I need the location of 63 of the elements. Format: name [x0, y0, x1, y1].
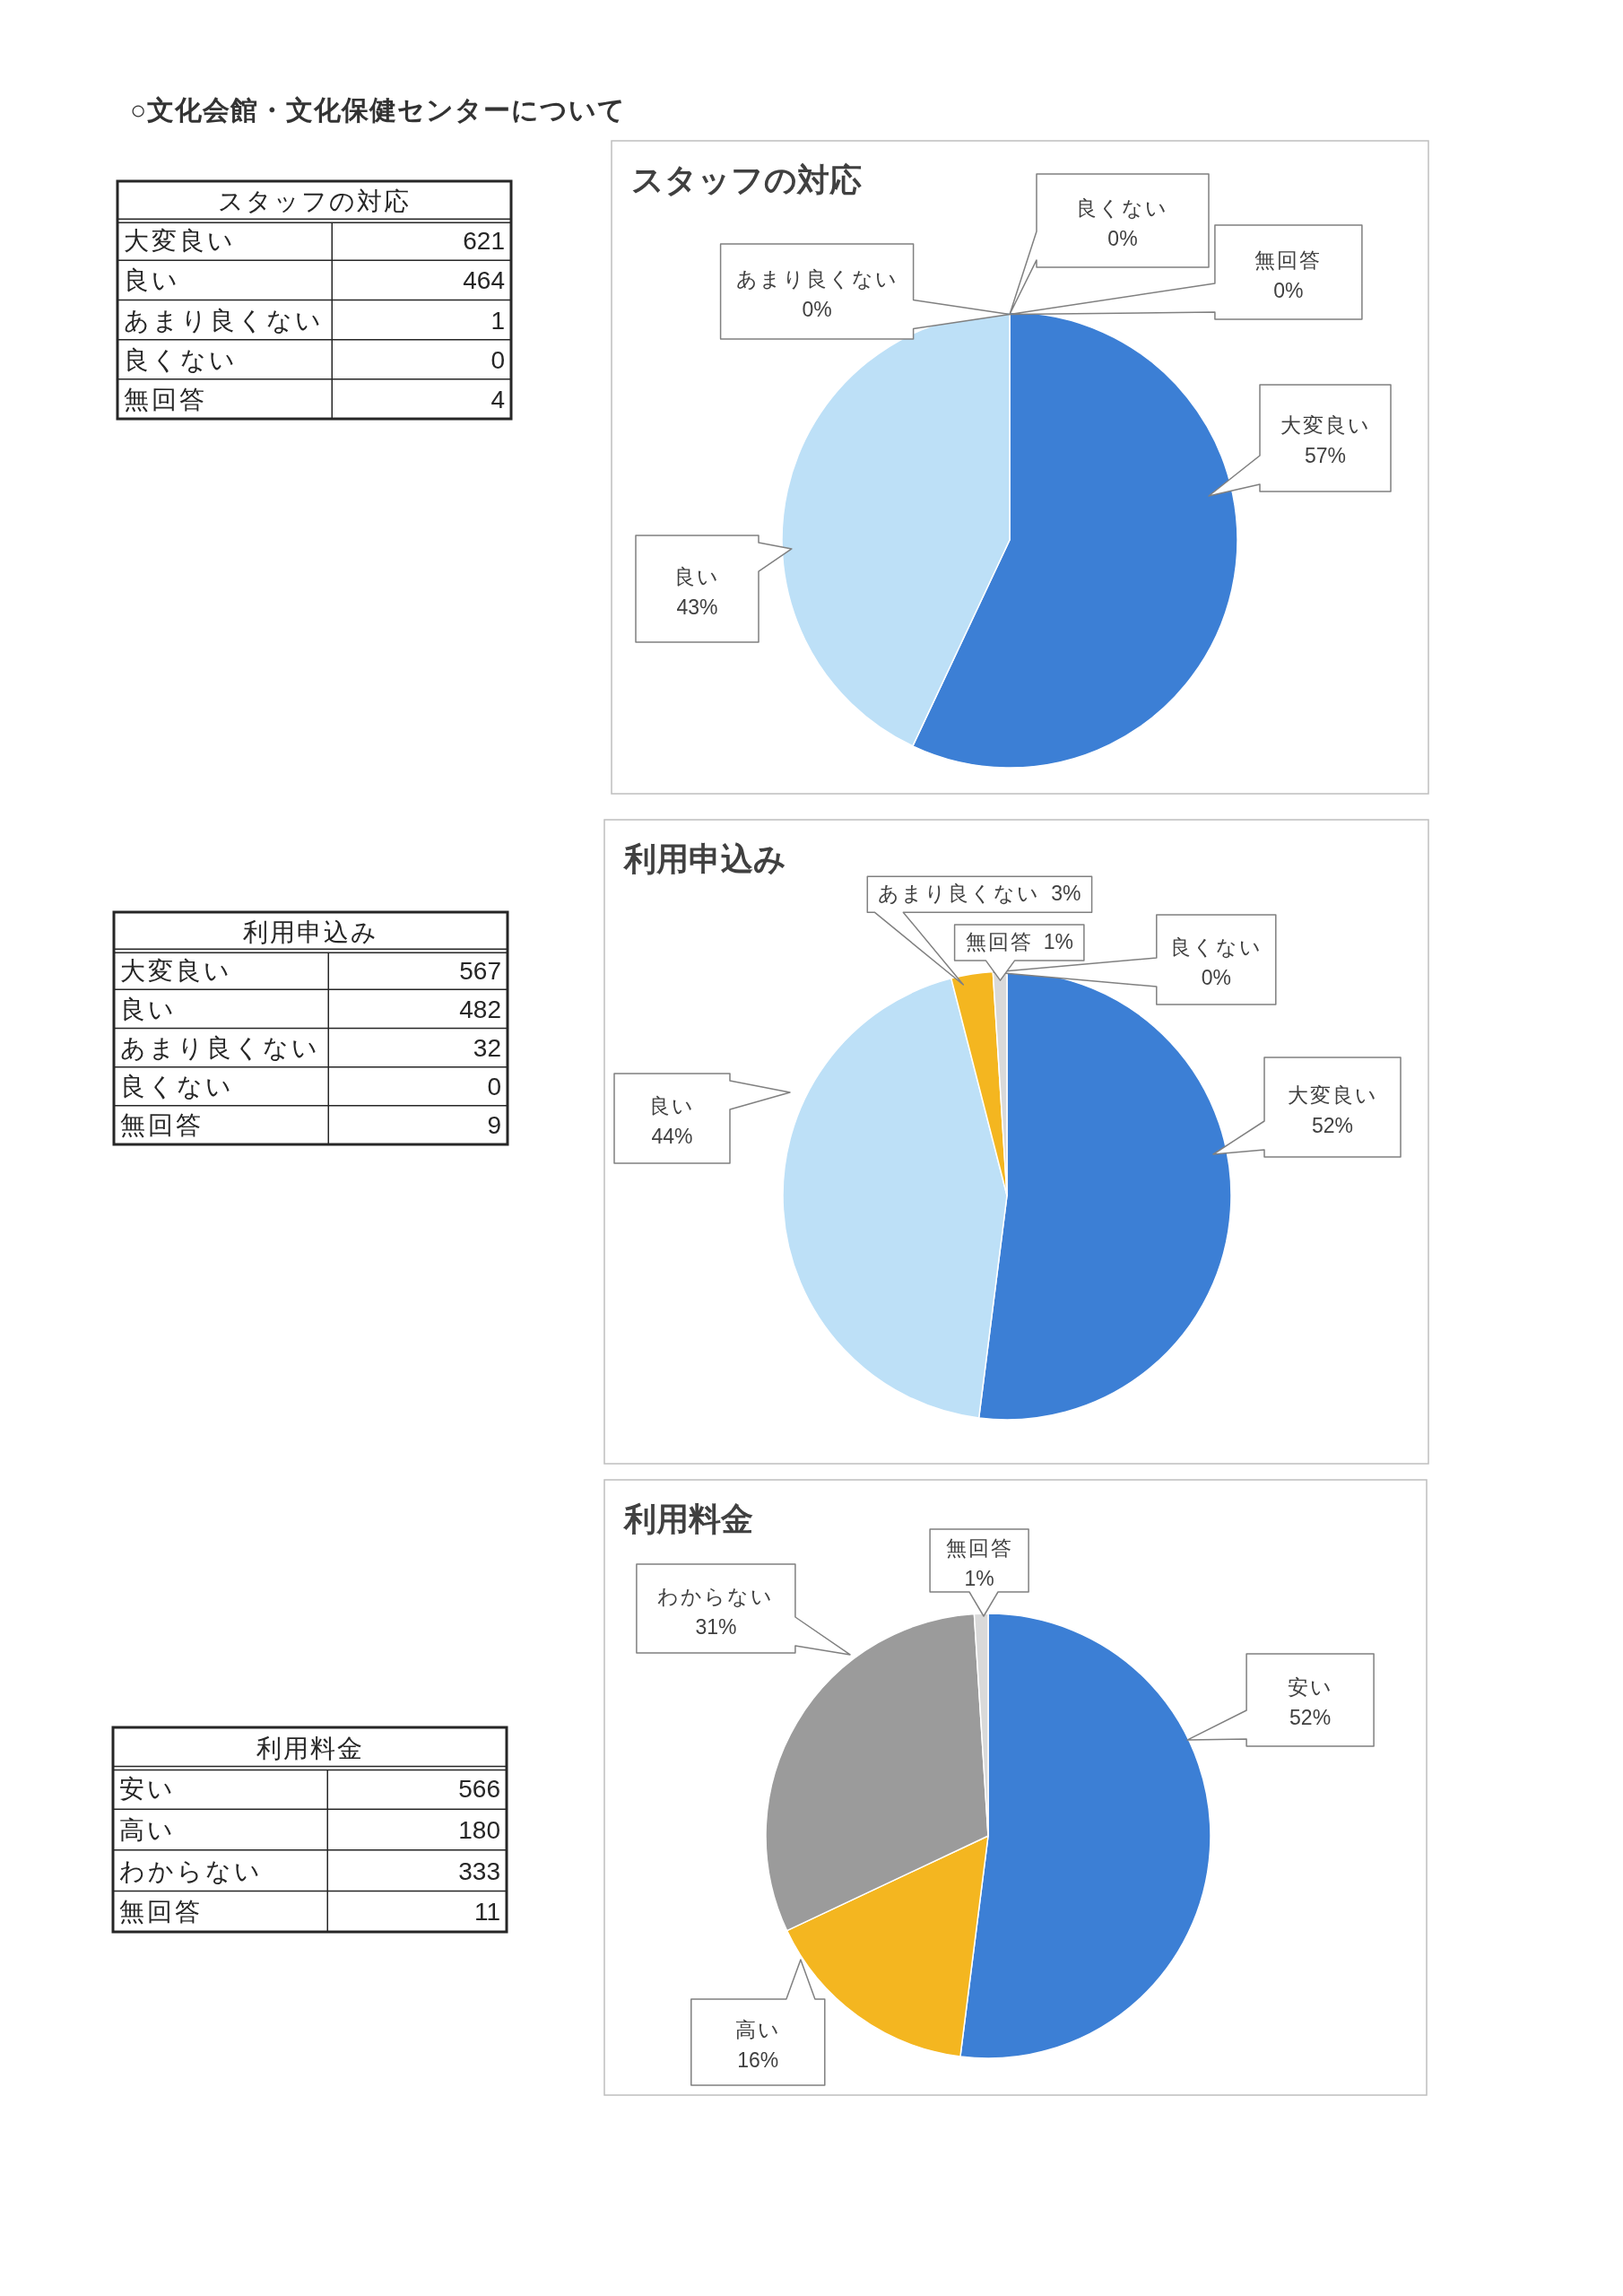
- slice-label: 無回答: [965, 930, 1033, 954]
- category-label: 良くない: [124, 345, 238, 374]
- text: 利用申込み: [243, 918, 378, 946]
- chart-title: 利用料金: [622, 1500, 753, 1537]
- category-label: 無回答: [120, 1111, 204, 1140]
- category-label: あまり良くない: [124, 306, 324, 335]
- slice-label: 良い: [674, 564, 721, 588]
- slice-label: 安い: [1287, 1675, 1333, 1700]
- data-label: 621: [463, 227, 505, 256]
- category-label: あまり良くない: [735, 266, 898, 291]
- chart-title: 利用申込み: [622, 840, 786, 877]
- data-label: 1: [490, 306, 505, 335]
- data-label: 567: [459, 956, 501, 985]
- text: スタッフの対応: [218, 187, 411, 216]
- category-label: あまり良くない: [120, 1034, 320, 1063]
- data-label: 482: [459, 995, 501, 1023]
- chart-title: スタッフの対応: [631, 161, 862, 198]
- data-label: 57%: [1305, 444, 1347, 468]
- slice-label: 高い: [734, 2017, 781, 2041]
- text: 0%: [1273, 278, 1304, 302]
- data-label: 0: [490, 345, 505, 374]
- data-label: 333: [458, 1857, 500, 1885]
- category-label: 良くない: [1169, 935, 1263, 959]
- category-label: 良い: [120, 995, 177, 1023]
- data-label: 3%: [1051, 882, 1081, 906]
- data-label: 1%: [964, 1566, 994, 1590]
- category-label: 良くない: [1076, 196, 1169, 220]
- data-label: 52%: [1289, 1706, 1332, 1730]
- data-label: 11: [473, 1898, 500, 1926]
- data-label: 464: [463, 266, 505, 295]
- data-label: 16%: [737, 2048, 779, 2072]
- category-label: 無回答: [1254, 248, 1323, 272]
- slice-label: わからない: [657, 1584, 775, 1608]
- data-label: 0: [487, 1073, 501, 1101]
- text: ○文化会館・文化保健センターについて: [130, 95, 627, 125]
- data-label: 32: [473, 1034, 501, 1063]
- text: 0%: [1201, 966, 1231, 989]
- category-label: 良い: [124, 266, 180, 295]
- slice-label: 良い: [649, 1094, 695, 1118]
- text: 0%: [802, 297, 832, 321]
- data-label: 180: [458, 1816, 500, 1844]
- slice-label: 大変良い: [1280, 413, 1371, 438]
- slice-label: 無回答: [945, 1535, 1013, 1560]
- data-label: 9: [487, 1111, 501, 1140]
- data-label: 31%: [695, 1614, 737, 1639]
- data-label: 566: [458, 1775, 500, 1804]
- category-label: わからない: [119, 1857, 263, 1885]
- category-label: 無回答: [119, 1898, 203, 1926]
- data-label: 43%: [676, 595, 718, 619]
- category-label: 大変良い: [120, 956, 232, 985]
- slice-label: あまり良くない: [878, 882, 1041, 906]
- category-label: 大変良い: [124, 227, 236, 256]
- data-label: 4: [490, 385, 505, 413]
- data-label: 44%: [651, 1125, 693, 1148]
- category-label: 良くない: [120, 1073, 234, 1101]
- data-label: 1%: [1043, 930, 1073, 954]
- text: 利用料金: [256, 1734, 364, 1762]
- slice-label: 大変良い: [1287, 1083, 1378, 1107]
- data-label: 52%: [1311, 1113, 1354, 1137]
- text: 0%: [1107, 226, 1138, 250]
- category-label: 高い: [119, 1816, 176, 1844]
- category-label: 無回答: [124, 385, 207, 413]
- category-label: 安い: [119, 1775, 176, 1804]
